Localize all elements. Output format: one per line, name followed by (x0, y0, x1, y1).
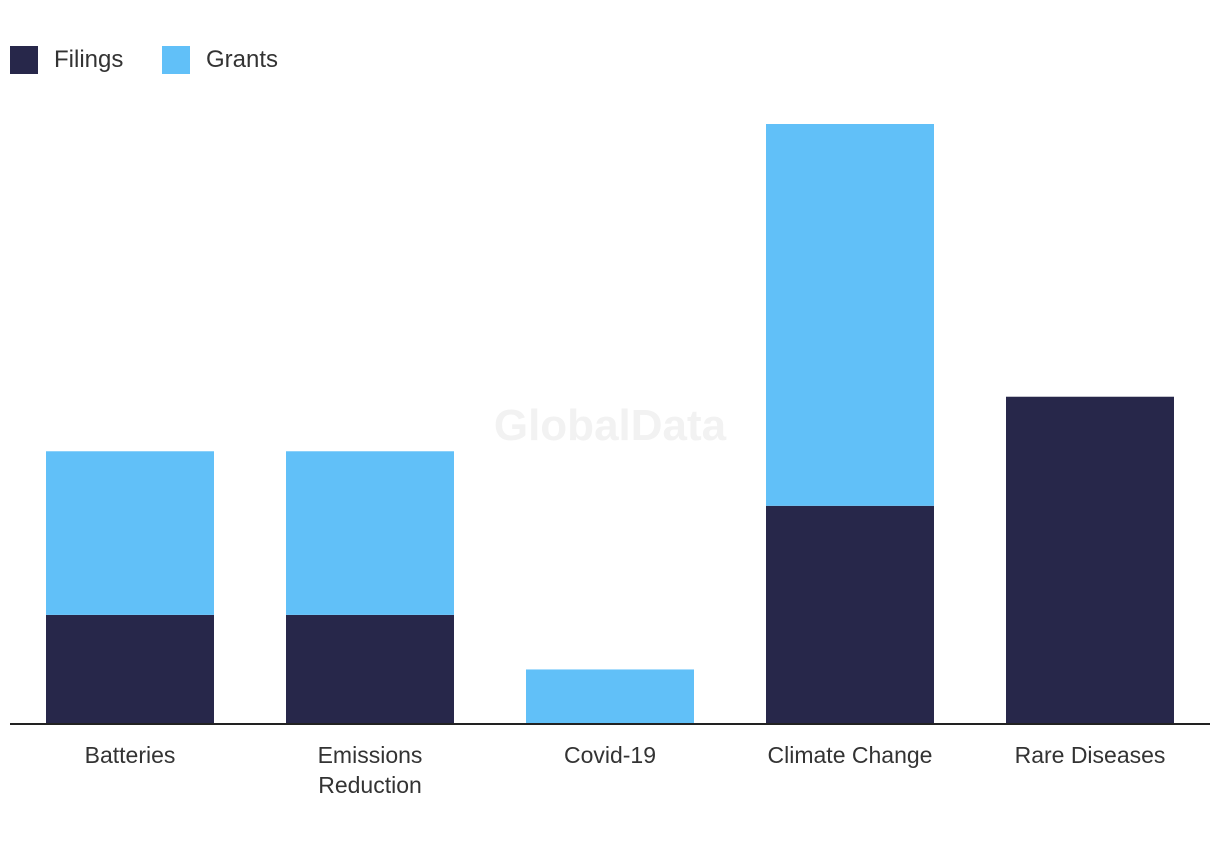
x-tick-label-line: Reduction (318, 772, 422, 798)
bar-grants-batteries (46, 451, 214, 615)
x-tick-label-covid-19: Covid-19 (564, 742, 656, 768)
bar-grants-covid-19 (526, 669, 694, 724)
x-tick-label-emissions-reduction: Emissions Reduction (318, 742, 423, 798)
bar-filings-batteries (46, 614, 214, 724)
bar-grants-emissions-reduction (286, 451, 454, 615)
bar-grants-climate-change (766, 124, 934, 506)
legend-swatch-grants (162, 46, 190, 74)
x-tick-label-batteries: Batteries (85, 742, 176, 768)
x-tick-label-line: Emissions (318, 742, 423, 768)
x-tick-label-line: Climate Change (768, 742, 933, 768)
legend-swatch-filings (10, 46, 38, 74)
x-tick-label-rare-diseases: Rare Diseases (1015, 742, 1166, 768)
legend: Filings Grants (10, 46, 278, 74)
x-tick-labels: Batteries Emissions Reduction Covid-19 Clima… (85, 742, 1166, 798)
x-tick-label-climate-change: Climate Change (768, 742, 933, 768)
x-tick-label-line: Covid-19 (564, 742, 656, 768)
x-tick-label-line: Batteries (85, 742, 176, 768)
watermark: GlobalData (494, 401, 727, 450)
bar-filings-climate-change (766, 505, 934, 724)
legend-label-grants: Grants (206, 46, 278, 73)
bar-filings-rare-diseases (1006, 396, 1174, 724)
legend-label-filings: Filings (54, 46, 123, 73)
x-tick-label-line: Rare Diseases (1015, 742, 1166, 768)
bars (46, 124, 1174, 724)
bar-filings-emissions-reduction (286, 614, 454, 724)
